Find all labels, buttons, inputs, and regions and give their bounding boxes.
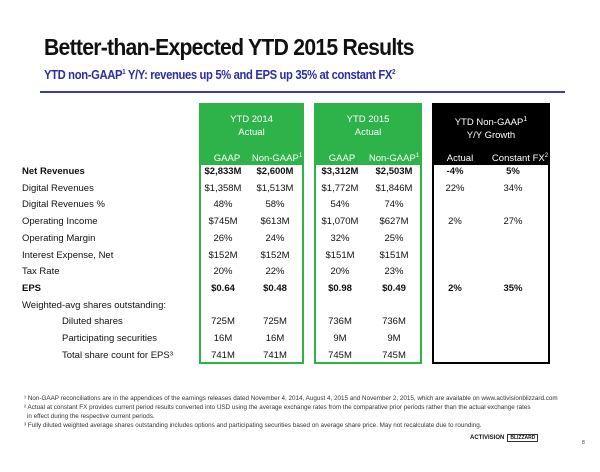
footnote: ³ Fully diluted weighted average shares … <box>24 422 482 429</box>
table-cell: $1,358M <box>204 182 242 194</box>
table-cell: 20% <box>330 266 350 278</box>
row-label: Digital Revenues % <box>22 199 105 211</box>
table-cell: 5% <box>506 166 520 177</box>
row-label: Total share count for EPS³ <box>62 349 173 361</box>
row-label: Interest Expense, Net <box>22 249 114 261</box>
table-cell: $0.98 <box>328 282 352 294</box>
group-title: YTD 2015 <box>346 114 390 125</box>
row-label: Participating securities <box>62 333 158 344</box>
table-cell: $0.64 <box>211 282 235 294</box>
footnote: ² Actual at constant FX provides current… <box>24 404 531 411</box>
table-cell: $2,833M <box>204 166 242 177</box>
table-cell: 16M <box>213 333 233 344</box>
group-header: YTD 2015 Actual GAAP Non-GAAP1 <box>316 105 420 165</box>
slide-title: Better-than-Expected YTD 2015 Results <box>44 34 415 60</box>
table-cell: $3,312M <box>321 166 359 177</box>
logo-blizzard: BLIZZARD <box>507 434 539 442</box>
group-header: YTD 2014 Actual GAAP Non-GAAP1 <box>201 105 302 165</box>
col-header-non-gaap: Non-GAAP <box>251 153 299 165</box>
table-cell: 2% <box>448 282 462 294</box>
table-cell: $613M <box>260 216 290 228</box>
logo-activision: ACTIVISION <box>470 435 505 441</box>
table-cell: 27% <box>503 216 523 228</box>
row-label: Digital Revenues <box>22 182 94 194</box>
title-divider <box>40 91 565 93</box>
table-cell: $1,513M <box>256 182 294 194</box>
row-label: Net Revenues <box>22 166 85 177</box>
ytd-2015-box: YTD 2015 Actual GAAP Non-GAAP1 <box>314 103 422 364</box>
table-cell: 48% <box>213 199 233 211</box>
footnote-ref: 2 <box>391 68 396 76</box>
table-cell: 725M <box>263 316 287 328</box>
table-cell: 741M <box>211 349 235 361</box>
row-label: Diluted shares <box>62 316 123 328</box>
group-title: YTD Non-GAAP <box>454 117 524 129</box>
col-header-gaap: GAAP <box>213 153 241 164</box>
table-cell: 741M <box>263 349 287 361</box>
table-cell: 725M <box>211 316 235 328</box>
table-cell: $1,846M <box>375 182 413 194</box>
subtitle-part: Y/Y: revenues up 5% and EPS up 35% at co… <box>125 68 392 82</box>
table-cell: 16M <box>265 333 285 344</box>
table-cell: 736M <box>328 316 352 328</box>
table-cell: $1,070M <box>321 216 359 228</box>
activision-blizzard-logo: ACTIVISION BLIZZARD <box>470 434 539 442</box>
table-cell: 35% <box>503 282 523 294</box>
table-cell: $0.49 <box>382 282 406 294</box>
group-subtitle: Actual <box>354 127 382 138</box>
row-label: Weighted-avg shares outstanding: <box>22 299 166 311</box>
growth-box: YTD Non-GAAP1 Y/Y Growth Actual Constant … <box>432 103 550 364</box>
row-label: Operating Income <box>22 216 98 228</box>
table-cell: 22% <box>265 266 285 278</box>
slide-subtitle: YTD non-GAAP1 Y/Y: revenues up 5% and EP… <box>44 68 395 82</box>
col-header-constant-fx: Constant FX <box>491 153 545 165</box>
table-cell: 2% <box>448 216 462 228</box>
table-cell: $627M <box>379 216 409 228</box>
group-subtitle: Actual <box>238 127 265 138</box>
table-cell: 745M <box>382 349 406 361</box>
table-cell: $0.48 <box>263 282 287 294</box>
col-header-gaap: GAAP <box>328 153 356 164</box>
table-cell: $151M <box>325 249 355 261</box>
footnote: ¹ Non-GAAP reconciliations are in the ap… <box>24 395 558 402</box>
table-cell: $151M <box>379 249 409 261</box>
ytd-2014-box: YTD 2014 Actual GAAP Non-GAAP1 <box>199 103 304 364</box>
group-title: YTD 2014 <box>230 114 273 125</box>
row-label: EPS <box>22 282 42 294</box>
footnote: in effect during the respective current … <box>27 413 155 420</box>
table-cell: 20% <box>213 266 233 278</box>
subtitle-part: YTD non-GAAP <box>44 68 123 82</box>
table-cell: 58% <box>265 199 285 211</box>
table-cell: 25% <box>384 232 404 244</box>
table-cell: 9M <box>387 333 401 344</box>
table-cell: $152M <box>208 249 238 261</box>
table-cell: 9M <box>333 333 347 344</box>
table-cell: 26% <box>213 232 233 244</box>
table-cell: $152M <box>260 249 290 261</box>
table-cell: 23% <box>384 266 404 278</box>
page-number: 8 <box>582 440 585 446</box>
table-cell: -4% <box>446 166 464 177</box>
table-cell: 745M <box>328 349 352 361</box>
group-header: YTD Non-GAAP1 Y/Y Growth Actual Constant … <box>434 105 548 165</box>
table-cell: 54% <box>330 199 350 211</box>
table-cell: 736M <box>382 316 406 328</box>
table-cell: 74% <box>384 199 404 211</box>
group-subtitle: Y/Y Growth <box>466 130 516 142</box>
col-header-non-gaap: Non-GAAP <box>368 153 416 165</box>
table-cell: $1,772M <box>321 182 359 194</box>
table-cell: 24% <box>265 232 285 244</box>
footnotes: ¹ Non-GAAP reconciliations are in the ap… <box>24 394 558 430</box>
row-label: Operating Margin <box>22 232 96 244</box>
table-cell: $745M <box>208 216 238 228</box>
col-header-actual: Actual <box>446 153 474 164</box>
table-cell: 22% <box>445 182 465 194</box>
row-label: Tax Rate <box>22 266 60 278</box>
footnote-ref: 1 <box>122 68 126 76</box>
table-cell: $2,600M <box>256 166 294 177</box>
table-cell: 32% <box>330 232 350 244</box>
table-cell: 34% <box>503 182 523 194</box>
table-cell: $2,503M <box>375 166 413 177</box>
